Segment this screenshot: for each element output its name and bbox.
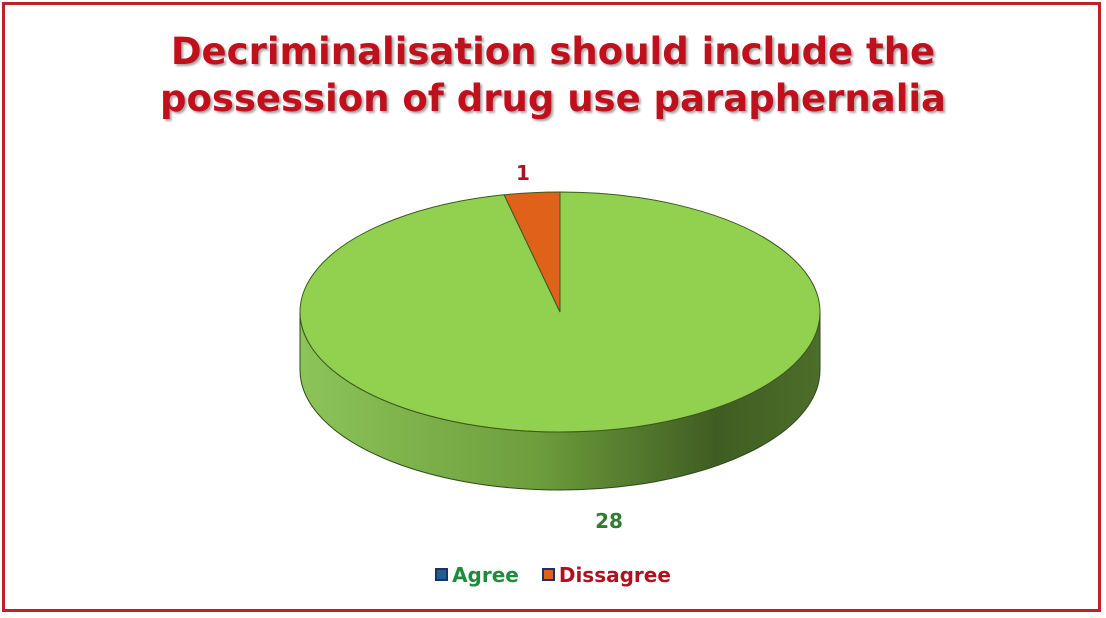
legend-label-dissagree: Dissagree — [558, 562, 671, 587]
data-label-agree: 28 — [595, 509, 623, 533]
chart-title-line-2: possession of drug use paraphernalia — [159, 77, 947, 120]
legend-item-dissagree: Dissagree — [541, 562, 671, 587]
data-label-dissagree: 1 — [516, 161, 530, 185]
legend-swatch-agree — [435, 568, 449, 581]
legend-label-agree: Agree — [452, 562, 519, 587]
chart-title-line-1: Decriminalisation should include the — [170, 30, 936, 73]
pie-slice-dissagree — [503, 191, 561, 313]
chart-legend: Agree Dissagree — [0, 562, 1106, 587]
legend-swatch-dissagree — [541, 568, 555, 581]
chart-title: Decriminalisation should include the pos… — [0, 28, 1106, 122]
legend-item-agree: Agree — [435, 563, 519, 587]
